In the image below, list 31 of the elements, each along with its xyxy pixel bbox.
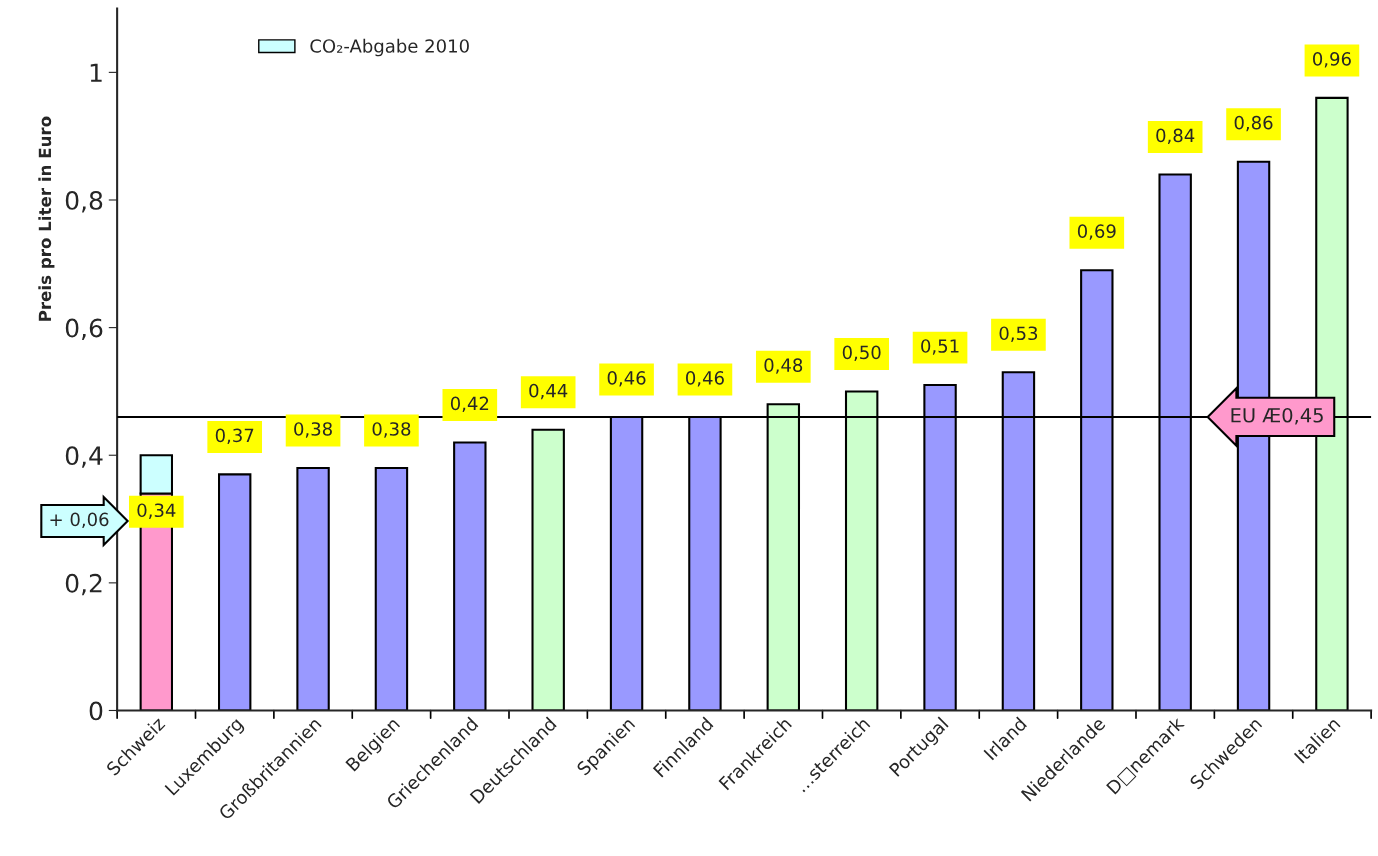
data-label: 0,96 xyxy=(1313,52,1351,68)
data-label: 0,48 xyxy=(764,358,803,374)
y-axis-title: Preis pro Liter in Euro xyxy=(38,116,55,321)
data-label: 0,86 xyxy=(1234,115,1273,132)
data-label: 0,46 xyxy=(607,371,646,387)
data-label: 0,46 xyxy=(686,371,724,387)
y-tick-label: 0 xyxy=(89,701,103,721)
data-label: 0,38 xyxy=(294,422,332,438)
data-label: 0,51 xyxy=(921,339,959,355)
bar xyxy=(453,441,487,711)
data-label: 0,53 xyxy=(999,326,1038,342)
data-label: 0,34 xyxy=(137,503,176,519)
bar xyxy=(531,428,565,711)
data-label: 0,50 xyxy=(842,345,881,362)
y-tick-label: 0,4 xyxy=(65,446,103,468)
data-label: 0,84 xyxy=(1156,128,1195,145)
bar xyxy=(217,473,252,711)
legend-label: CO₂-Abgabe 2010 xyxy=(310,38,469,57)
text: + 0,06 xyxy=(50,512,109,529)
y-tick-label: 0,6 xyxy=(65,318,103,341)
data-label: 0,69 xyxy=(1077,224,1116,240)
y-tick-label: 0,8 xyxy=(65,190,103,213)
y-tick-label: 0,2 xyxy=(65,573,102,596)
data-label: 0,38 xyxy=(372,422,411,438)
y-tick-label: 1 xyxy=(90,63,102,82)
data-label: 0,44 xyxy=(529,383,568,400)
data-label: 0,42 xyxy=(450,396,489,413)
data-label: 0,37 xyxy=(215,428,254,445)
bar xyxy=(374,466,409,711)
bar xyxy=(296,466,330,711)
ref-line-label: EU Æ0,45 xyxy=(1231,407,1323,425)
